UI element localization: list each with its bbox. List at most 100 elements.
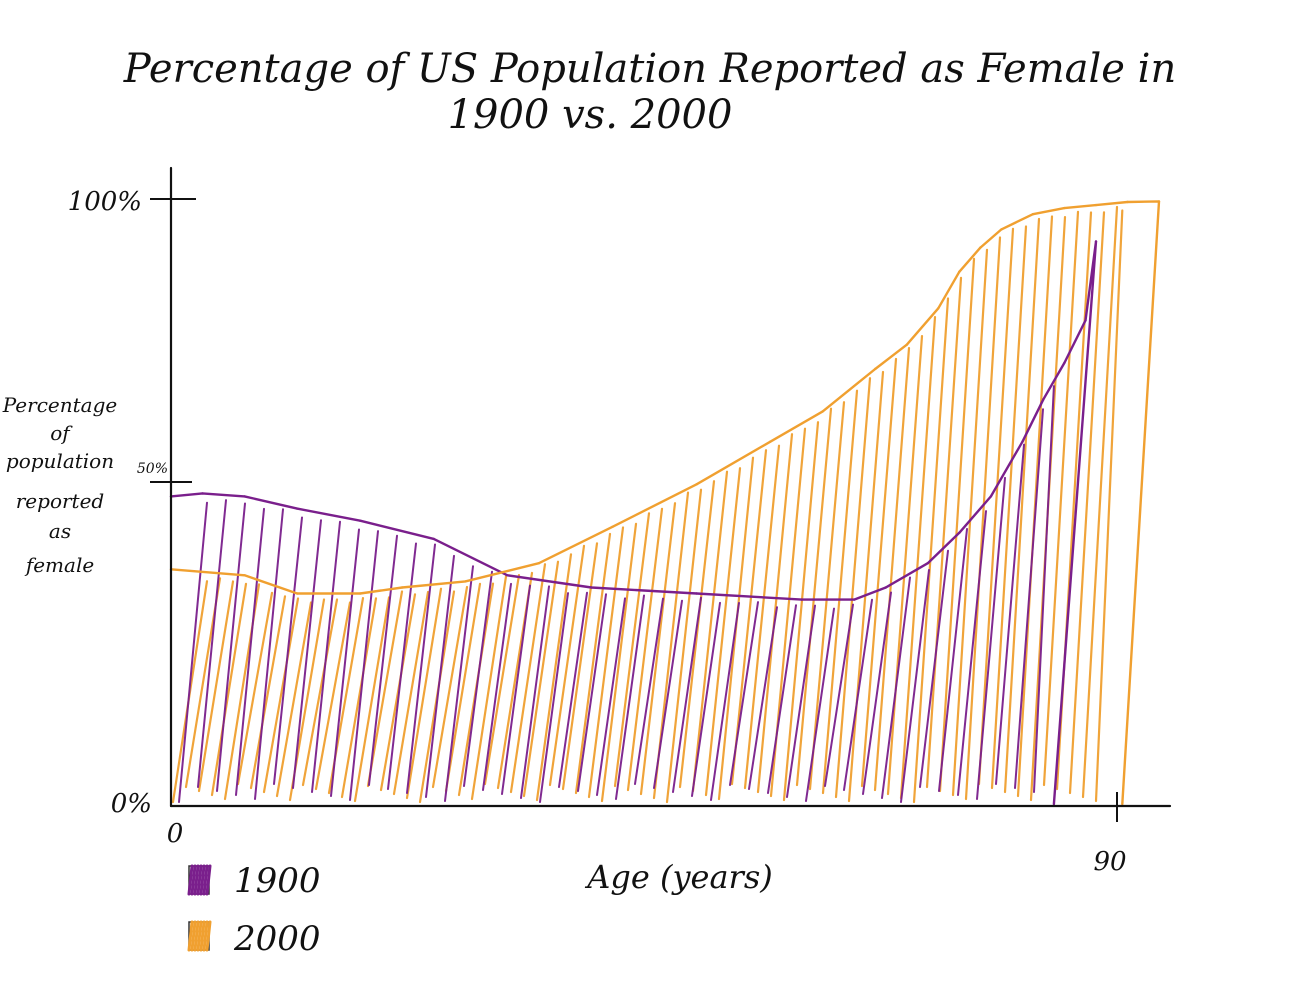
hatch-stroke-2000 — [600, 522, 638, 803]
hatch-stroke-2000 — [938, 257, 976, 793]
hatch-stroke-2000 — [470, 575, 508, 801]
hatch-stroke-1900 — [976, 476, 1006, 800]
data-point-1900 — [1094, 240, 1098, 243]
data-point-2000 — [537, 562, 541, 565]
hatch-stroke-1900 — [520, 585, 550, 799]
hatch-stroke-1900 — [254, 508, 284, 800]
legend-swatch-stroke — [202, 864, 209, 896]
legend-label-1900: 1900 — [234, 861, 321, 901]
hatch-stroke-2000 — [834, 377, 872, 799]
hatch-stroke-2000 — [743, 444, 781, 790]
data-point-1900 — [989, 495, 993, 498]
hatch-stroke-1900 — [881, 576, 911, 799]
hatch-stroke-2000 — [678, 480, 716, 789]
data-point-2000 — [611, 525, 614, 528]
data-point-2000 — [464, 580, 467, 583]
data-point-1900 — [884, 586, 887, 589]
hatch-stroke-1900 — [368, 534, 398, 786]
data-point-2000 — [958, 270, 961, 273]
hatch-stroke-2000 — [431, 585, 469, 789]
data-point-1900 — [800, 598, 803, 601]
data-point-1900 — [695, 592, 698, 595]
hatch-stroke-2000 — [379, 593, 417, 792]
legend-swatch-stroke — [190, 864, 197, 896]
hatch-stroke-1900 — [957, 510, 987, 796]
data-point-2000 — [1031, 213, 1035, 216]
hatch-stroke-1900 — [938, 528, 968, 792]
legend-swatch-stroke — [199, 864, 206, 896]
y-tick-label-100: 100% — [68, 187, 142, 217]
hatch-stroke-1900 — [577, 593, 607, 792]
hatch-stroke-2000 — [236, 591, 274, 786]
hatch-stroke-2000 — [561, 542, 599, 791]
x-tick-label-90: 90 — [1093, 847, 1126, 877]
hatch-stroke-1900 — [634, 597, 664, 785]
hatch-stroke-1900 — [311, 520, 341, 793]
hatch-stroke-1900 — [349, 530, 379, 801]
hatch-stroke-2000 — [964, 236, 1002, 801]
hatch-stroke-2000 — [925, 276, 963, 789]
data-point-2000 — [1063, 206, 1066, 210]
hatch-stroke-2000 — [314, 601, 352, 791]
chart-subtitle: 1900 vs. 2000 — [448, 92, 733, 138]
y-axis-label-line-4: reported — [16, 489, 104, 513]
hatch-stroke-2000 — [340, 597, 378, 799]
legend-swatch-stroke — [199, 920, 206, 952]
hatch-stroke-1900 — [805, 607, 835, 802]
hatch-stroke-1900 — [1014, 408, 1044, 789]
hatch-stroke-1900 — [1033, 385, 1055, 793]
hatch-stroke-1900 — [900, 569, 930, 803]
hatch-stroke-2000 — [301, 598, 339, 787]
hatch-stroke-1900 — [273, 516, 303, 785]
data-point-1900 — [1021, 440, 1024, 443]
hatch-stroke-2000 — [483, 573, 521, 786]
legend-swatch-stroke — [193, 864, 200, 896]
hatch-stroke-2000 — [1094, 209, 1124, 803]
data-point-1900 — [590, 586, 593, 589]
hatch-stroke-2000 — [860, 357, 898, 788]
hatch-stroke-1900 — [425, 554, 455, 798]
hatch-stroke-1900 — [596, 597, 626, 796]
hatch-stroke-1900 — [653, 599, 683, 789]
x-tick-label-0: 0 — [167, 819, 184, 849]
hatch-stroke-2000 — [808, 401, 846, 791]
data-point-2000 — [937, 307, 940, 310]
data-point-2000 — [979, 246, 982, 249]
hatch-stroke-2000 — [990, 225, 1028, 790]
hatch-stroke-2000 — [782, 421, 820, 802]
hatch-stroke-1900 — [748, 606, 778, 790]
legend-swatch-stroke — [196, 864, 203, 896]
chart-title: Percentage of US Population Reported as … — [123, 46, 1176, 92]
data-point-2000 — [1157, 200, 1161, 203]
hatch-stroke-1900 — [235, 507, 265, 796]
hatch-stroke-1900 — [710, 602, 740, 801]
data-point-1900 — [958, 531, 961, 534]
legend-swatch-stroke — [205, 864, 212, 896]
data-point-2000 — [695, 483, 698, 486]
legend-swatch-stroke — [190, 920, 197, 952]
hatch-stroke-2000 — [249, 595, 287, 790]
hatch-stroke-2000 — [821, 389, 859, 795]
legend-swatch-stroke — [187, 864, 194, 896]
legend-swatch-stroke — [187, 920, 194, 952]
data-point-1900 — [432, 537, 435, 541]
data-point-2000 — [905, 343, 908, 346]
hatch-stroke-1900 — [824, 603, 854, 787]
hatch-stroke-2000 — [574, 532, 612, 795]
legend-swatch-1900 — [187, 864, 212, 896]
hatch-stroke-1900 — [539, 592, 569, 803]
hatch-stroke-1900 — [786, 604, 816, 798]
hatch-stroke-1900 — [919, 549, 949, 788]
hatch-stroke-2000 — [886, 335, 924, 796]
hatch-stroke-1900 — [387, 542, 417, 790]
y-axis-label-line-2: of — [50, 421, 73, 445]
hatch-stroke-1900 — [615, 594, 645, 800]
hatch-stroke-1900 — [843, 598, 873, 791]
hatch-stroke-1900 — [862, 591, 892, 795]
hatch-stroke-2000 — [639, 502, 677, 796]
data-point-2000 — [1126, 200, 1129, 204]
hatch-stroke-2000 — [847, 370, 885, 803]
hatch-stroke-2000 — [899, 316, 937, 800]
hatch-stroke-2000 — [704, 467, 742, 797]
hatch-stroke-1900 — [482, 582, 512, 791]
